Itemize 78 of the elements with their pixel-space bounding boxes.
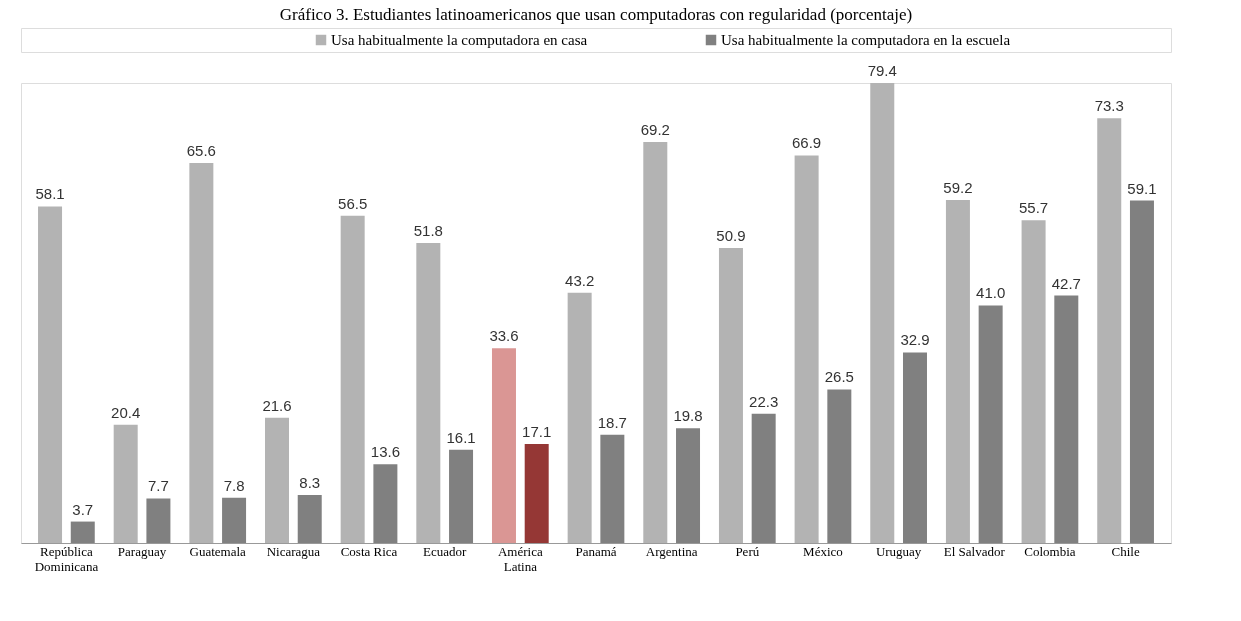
- data-label: 55.7: [1018, 199, 1049, 217]
- bar: [189, 162, 214, 543]
- bar: [373, 464, 398, 543]
- bar: [265, 417, 290, 543]
- bar: [146, 498, 171, 543]
- x-tick-label: Costa Rica: [340, 543, 398, 559]
- x-tick-label: Panamá: [575, 543, 617, 559]
- bar: [113, 424, 138, 543]
- x-tick-label: Guatemala: [189, 543, 247, 559]
- data-label: 69.2: [640, 121, 670, 139]
- data-label: 18.7: [597, 413, 627, 431]
- bar: [978, 305, 1003, 543]
- data-label: 16.1: [446, 428, 476, 446]
- data-label: 59.2: [943, 179, 973, 197]
- data-label: 19.8: [673, 407, 703, 425]
- bar: [567, 292, 592, 543]
- data-label: 26.5: [824, 368, 854, 386]
- data-label: 79.4: [867, 62, 897, 79]
- x-tick-label: Colombia: [1024, 543, 1076, 559]
- bar: [718, 248, 743, 543]
- bar: [416, 242, 441, 543]
- data-label: 43.2: [565, 271, 595, 289]
- bar: [676, 428, 701, 543]
- x-tick-label: México: [803, 543, 843, 559]
- data-label: 56.5: [338, 194, 368, 212]
- data-label: 58.1: [35, 185, 65, 203]
- bar: [38, 206, 63, 543]
- x-tick-label: América Latina: [497, 543, 543, 574]
- data-label: 42.7: [1051, 274, 1081, 292]
- bar: [449, 449, 474, 543]
- bar: [1097, 118, 1122, 543]
- data-label: 33.6: [489, 327, 519, 345]
- bar: [751, 413, 776, 543]
- data-label: 21.6: [262, 396, 292, 414]
- x-tick-label: Uruguay: [875, 543, 922, 559]
- bar: [297, 494, 322, 543]
- data-label: 17.1: [522, 422, 552, 440]
- bar: [945, 200, 970, 543]
- legend-label: Usa habitualmente la computadora en casa: [331, 32, 588, 48]
- data-label: 8.3: [299, 473, 321, 491]
- bar: [600, 434, 625, 543]
- data-label: 22.3: [749, 392, 779, 410]
- x-tick-label: Nicaragua: [266, 543, 321, 559]
- x-tick-label: Ecuador: [423, 543, 468, 559]
- data-label: 41.0: [976, 284, 1006, 302]
- bar: [491, 348, 516, 543]
- bar: [1021, 220, 1046, 543]
- x-tick-label: Argentina: [645, 543, 698, 559]
- data-label: 7.7: [147, 477, 169, 495]
- data-label: 65.6: [186, 141, 216, 159]
- bar: [1054, 295, 1079, 543]
- data-label: 59.1: [1127, 179, 1157, 197]
- x-tick-label: Paraguay: [117, 543, 167, 559]
- data-label: 13.6: [370, 443, 400, 461]
- data-label: 20.4: [111, 403, 141, 421]
- bar: [340, 215, 365, 543]
- bar: [222, 497, 247, 543]
- x-tick-label: Chile: [1111, 543, 1140, 559]
- data-label: 73.3: [1094, 97, 1124, 115]
- data-label: 3.7: [72, 500, 94, 518]
- bar: [524, 443, 549, 543]
- bar: [870, 83, 895, 543]
- data-label: 32.9: [900, 331, 930, 349]
- bar: [902, 352, 927, 543]
- bar: [70, 521, 95, 543]
- data-label: 51.8: [413, 221, 443, 239]
- chart-title: Gráfico 3. Estudiantes latinoamericanos que usan computadoras con regularidad (porcentaje): [279, 4, 913, 24]
- data-label: 7.8: [223, 476, 245, 494]
- bar: [1129, 200, 1154, 543]
- data-label: 66.9: [792, 134, 822, 152]
- bar: [794, 155, 819, 543]
- legend-label: Usa habitualmente la computadora en la escuela: [721, 32, 1011, 48]
- data-label: 50.9: [716, 227, 746, 245]
- x-tick-label: República Dominicana: [34, 543, 99, 574]
- x-tick-label: El Salvador: [943, 543, 1006, 559]
- x-tick-label: Perú: [735, 543, 760, 559]
- bar: [643, 142, 668, 543]
- bar: [827, 389, 852, 543]
